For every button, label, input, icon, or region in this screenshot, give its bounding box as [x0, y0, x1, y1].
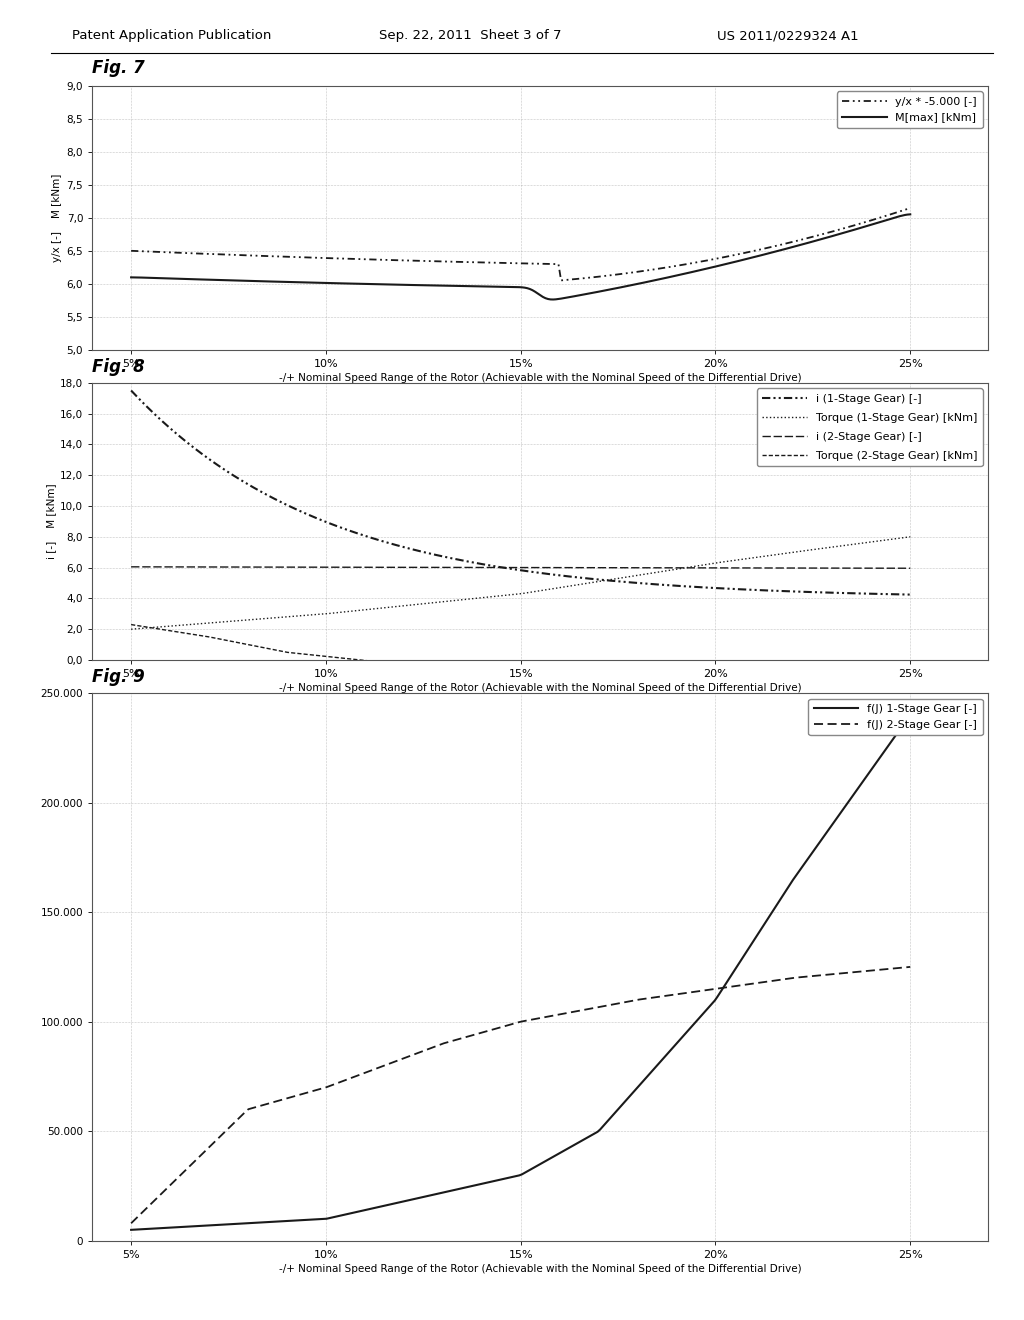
Line: Torque (2-Stage Gear) [kNm]: Torque (2-Stage Gear) [kNm] — [131, 624, 910, 668]
Line: i (2-Stage Gear) [-]: i (2-Stage Gear) [-] — [131, 566, 910, 568]
f(J) 1-Stage Gear [-] — [602, 1113, 614, 1129]
i (2-Stage Gear) [-] — [125, 558, 137, 574]
M[max] [kNm] — [592, 284, 604, 300]
M[max] [kNm] — [125, 269, 137, 285]
Torque (2-Stage Gear) [kNm] — [128, 616, 140, 632]
Line: Torque (1-Stage Gear) [kNm]: Torque (1-Stage Gear) [kNm] — [131, 537, 910, 630]
M[max] [kNm] — [128, 269, 140, 285]
f(J) 2-Stage Gear [-] — [781, 970, 794, 986]
f(J) 2-Stage Gear [-] — [128, 1213, 140, 1229]
i (2-Stage Gear) [-] — [128, 558, 140, 574]
Torque (2-Stage Gear) [kNm] — [592, 657, 604, 673]
X-axis label: -/+ Nominal Speed Range of the Rotor (Achievable with the Nominal Speed of the D: -/+ Nominal Speed Range of the Rotor (Ac… — [279, 374, 802, 383]
f(J) 2-Stage Gear [-] — [589, 999, 601, 1015]
i (1-Stage Gear) [-] — [589, 572, 601, 587]
Text: Fig. 8: Fig. 8 — [92, 358, 145, 376]
Torque (1-Stage Gear) [kNm] — [125, 622, 137, 638]
Text: Fig. 9: Fig. 9 — [92, 668, 145, 686]
y/x * -5.000 [-] — [784, 235, 797, 251]
f(J) 1-Stage Gear [-] — [586, 1127, 598, 1143]
Text: US 2011/0229324 A1: US 2011/0229324 A1 — [717, 29, 858, 42]
Torque (1-Stage Gear) [kNm] — [781, 545, 794, 561]
i (1-Stage Gear) [-] — [586, 572, 598, 587]
Torque (2-Stage Gear) [kNm] — [904, 653, 916, 669]
y/x * -5.000 [-] — [589, 269, 601, 285]
Legend: y/x * -5.000 [-], M[max] [kNm]: y/x * -5.000 [-], M[max] [kNm] — [837, 91, 983, 128]
Line: y/x * -5.000 [-]: y/x * -5.000 [-] — [131, 209, 910, 280]
Torque (1-Stage Gear) [kNm] — [589, 574, 601, 590]
M[max] [kNm] — [904, 206, 916, 222]
y/x * -5.000 [-] — [555, 272, 567, 288]
i (2-Stage Gear) [-] — [602, 560, 614, 576]
Torque (1-Stage Gear) [kNm] — [602, 572, 614, 587]
f(J) 1-Stage Gear [-] — [589, 1126, 601, 1142]
Torque (1-Stage Gear) [kNm] — [831, 539, 844, 554]
i (2-Stage Gear) [-] — [586, 560, 598, 576]
f(J) 2-Stage Gear [-] — [586, 1001, 598, 1016]
y/x * -5.000 [-] — [592, 269, 604, 285]
i (1-Stage Gear) [-] — [602, 573, 614, 589]
y/x * -5.000 [-] — [834, 222, 846, 238]
M[max] [kNm] — [547, 292, 559, 308]
i (1-Stage Gear) [-] — [781, 583, 794, 599]
X-axis label: -/+ Nominal Speed Range of the Rotor (Achievable with the Nominal Speed of the D: -/+ Nominal Speed Range of the Rotor (Ac… — [279, 684, 802, 693]
Text: Fig. 7: Fig. 7 — [92, 58, 145, 77]
f(J) 2-Stage Gear [-] — [125, 1216, 137, 1232]
Line: i (1-Stage Gear) [-]: i (1-Stage Gear) [-] — [131, 391, 910, 594]
f(J) 1-Stage Gear [-] — [781, 880, 794, 896]
i (1-Stage Gear) [-] — [125, 383, 137, 399]
i (2-Stage Gear) [-] — [781, 560, 794, 576]
Line: M[max] [kNm]: M[max] [kNm] — [131, 214, 910, 300]
Text: Patent Application Publication: Patent Application Publication — [72, 29, 271, 42]
Torque (2-Stage Gear) [kNm] — [834, 655, 846, 671]
Torque (2-Stage Gear) [kNm] — [589, 657, 601, 673]
i (1-Stage Gear) [-] — [904, 586, 916, 602]
M[max] [kNm] — [589, 285, 601, 301]
i (2-Stage Gear) [-] — [831, 560, 844, 576]
Line: f(J) 2-Stage Gear [-]: f(J) 2-Stage Gear [-] — [131, 966, 910, 1224]
y/x * -5.000 [-] — [604, 268, 616, 284]
Torque (1-Stage Gear) [kNm] — [128, 622, 140, 638]
Torque (2-Stage Gear) [kNm] — [784, 655, 797, 671]
Line: f(J) 1-Stage Gear [-]: f(J) 1-Stage Gear [-] — [131, 715, 910, 1230]
Torque (1-Stage Gear) [kNm] — [586, 574, 598, 590]
f(J) 1-Stage Gear [-] — [125, 1222, 137, 1238]
y/x * -5.000 [-] — [128, 243, 140, 259]
f(J) 1-Stage Gear [-] — [904, 708, 916, 723]
y/x * -5.000 [-] — [125, 243, 137, 259]
f(J) 2-Stage Gear [-] — [602, 998, 614, 1014]
M[max] [kNm] — [784, 240, 797, 256]
Legend: i (1-Stage Gear) [-], Torque (1-Stage Gear) [kNm], i (2-Stage Gear) [-], Torque : i (1-Stage Gear) [-], Torque (1-Stage Ge… — [757, 388, 983, 466]
y/x * -5.000 [-] — [904, 201, 916, 216]
f(J) 1-Stage Gear [-] — [128, 1222, 140, 1238]
M[max] [kNm] — [834, 226, 846, 242]
f(J) 1-Stage Gear [-] — [831, 809, 844, 825]
Torque (2-Stage Gear) [kNm] — [125, 616, 137, 632]
X-axis label: -/+ Nominal Speed Range of the Rotor (Achievable with the Nominal Speed of the D: -/+ Nominal Speed Range of the Rotor (Ac… — [279, 1265, 802, 1274]
Legend: f(J) 1-Stage Gear [-], f(J) 2-Stage Gear [-]: f(J) 1-Stage Gear [-], f(J) 2-Stage Gear… — [808, 698, 983, 735]
Torque (2-Stage Gear) [kNm] — [513, 660, 525, 676]
Y-axis label: y/x [-]    M [kNm]: y/x [-] M [kNm] — [52, 174, 62, 261]
Torque (2-Stage Gear) [kNm] — [604, 657, 616, 673]
i (1-Stage Gear) [-] — [128, 385, 140, 401]
i (2-Stage Gear) [-] — [904, 560, 916, 576]
f(J) 2-Stage Gear [-] — [831, 966, 844, 982]
Text: Sep. 22, 2011  Sheet 3 of 7: Sep. 22, 2011 Sheet 3 of 7 — [379, 29, 561, 42]
M[max] [kNm] — [604, 281, 616, 297]
Y-axis label: i [-]    M [kNm]: i [-] M [kNm] — [46, 483, 56, 560]
Torque (1-Stage Gear) [kNm] — [904, 529, 916, 545]
i (2-Stage Gear) [-] — [589, 560, 601, 576]
f(J) 2-Stage Gear [-] — [904, 958, 916, 974]
i (1-Stage Gear) [-] — [831, 585, 844, 601]
